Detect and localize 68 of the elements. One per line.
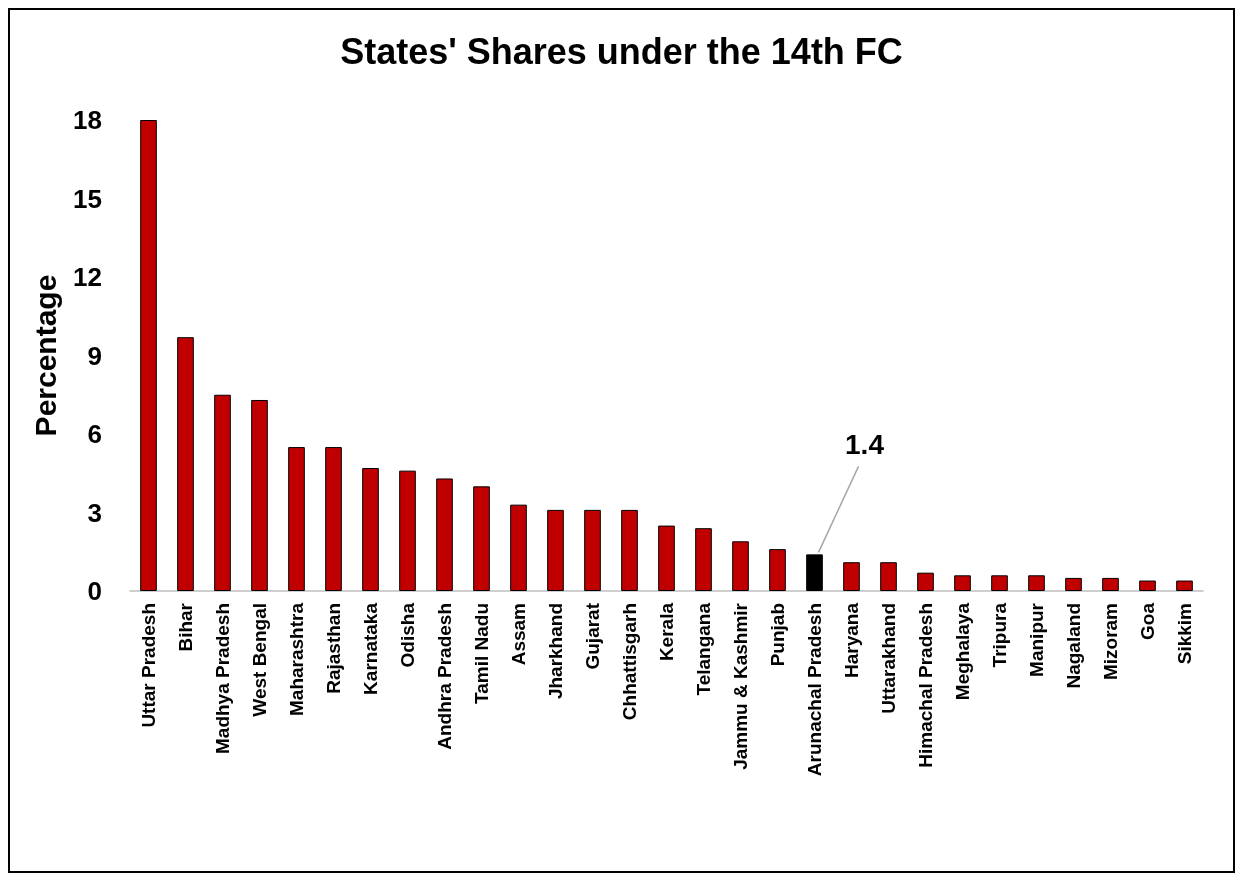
bar [658, 525, 675, 591]
bar [843, 562, 860, 591]
bar [510, 504, 527, 591]
x-tick-label: Bihar [175, 602, 196, 652]
bar [917, 572, 934, 591]
x-tick-label: Sikkim [1174, 603, 1195, 665]
bar [954, 575, 971, 591]
bar [621, 509, 638, 591]
y-axis-title: Percentage [28, 274, 62, 437]
x-tick-label: Jharkhand [545, 603, 566, 700]
y-tick-label: 18 [73, 105, 102, 135]
bar [251, 399, 268, 591]
x-tick-label: Manipur [1026, 602, 1047, 677]
x-tick-label: Arunachal Pradesh [804, 603, 825, 777]
bar [399, 470, 416, 591]
x-tick-label: Odisha [397, 602, 418, 668]
bar [584, 509, 601, 591]
x-tick-label: West Bengal [249, 603, 270, 717]
bar [1139, 580, 1156, 591]
bar [436, 478, 453, 591]
bar [769, 549, 786, 591]
x-tick-label: Assam [508, 603, 529, 666]
x-tick-label: Gujarat [582, 602, 603, 670]
bar [288, 447, 305, 591]
x-tick-label: Andhra Pradesh [434, 603, 455, 750]
x-tick-label: Uttarakhand [878, 603, 899, 714]
annotation: 1.4 [845, 428, 885, 460]
x-tick-label: Jammu & Kashmir [730, 602, 751, 770]
bar [214, 394, 231, 591]
bar [695, 528, 712, 591]
x-tick-label: Madhya Pradesh [212, 603, 233, 754]
bar [1065, 577, 1082, 591]
bar [362, 468, 379, 591]
bar [325, 447, 342, 591]
x-tick-label: Punjab [767, 603, 788, 667]
bar [991, 575, 1008, 591]
x-tick-label: Rajasthan [323, 603, 344, 694]
bar [732, 541, 749, 591]
bar [547, 509, 564, 591]
x-tick-label: Goa [1137, 602, 1158, 640]
bar [1028, 575, 1045, 591]
x-tick-label: Tamil Nadu [471, 603, 492, 704]
x-tick-label: Himachal Pradesh [915, 603, 936, 768]
x-tick-label: Meghalaya [952, 602, 973, 701]
y-tick-label: 0 [87, 576, 102, 606]
bar [177, 337, 194, 591]
x-tick-label: Haryana [841, 602, 862, 678]
x-tick-label: Nagaland [1063, 603, 1084, 689]
x-tick-label: Uttar Pradesh [138, 603, 159, 728]
bar [1102, 577, 1119, 591]
y-tick-label: 3 [87, 497, 102, 528]
x-tick-label: Mizoram [1100, 603, 1121, 681]
x-tick-label: Chhattisgarh [619, 603, 640, 721]
x-tick-label: Telangana [693, 602, 714, 696]
x-tick-label: Kerala [656, 602, 677, 662]
x-tick-label: Karnataka [360, 602, 381, 695]
bar [806, 554, 823, 591]
x-tick-label: Tripura [989, 602, 1010, 668]
y-tick-label: 12 [73, 262, 102, 292]
chart-title: States' Shares under the 14th FC [340, 30, 903, 72]
x-tick-label: Maharashtra [286, 602, 307, 716]
bar [140, 120, 157, 591]
bar [880, 562, 897, 591]
bar [473, 486, 490, 591]
y-tick-label: 9 [87, 340, 102, 371]
bar [1176, 580, 1193, 591]
y-tick-label: 6 [87, 419, 102, 449]
y-tick-label: 15 [73, 183, 102, 214]
